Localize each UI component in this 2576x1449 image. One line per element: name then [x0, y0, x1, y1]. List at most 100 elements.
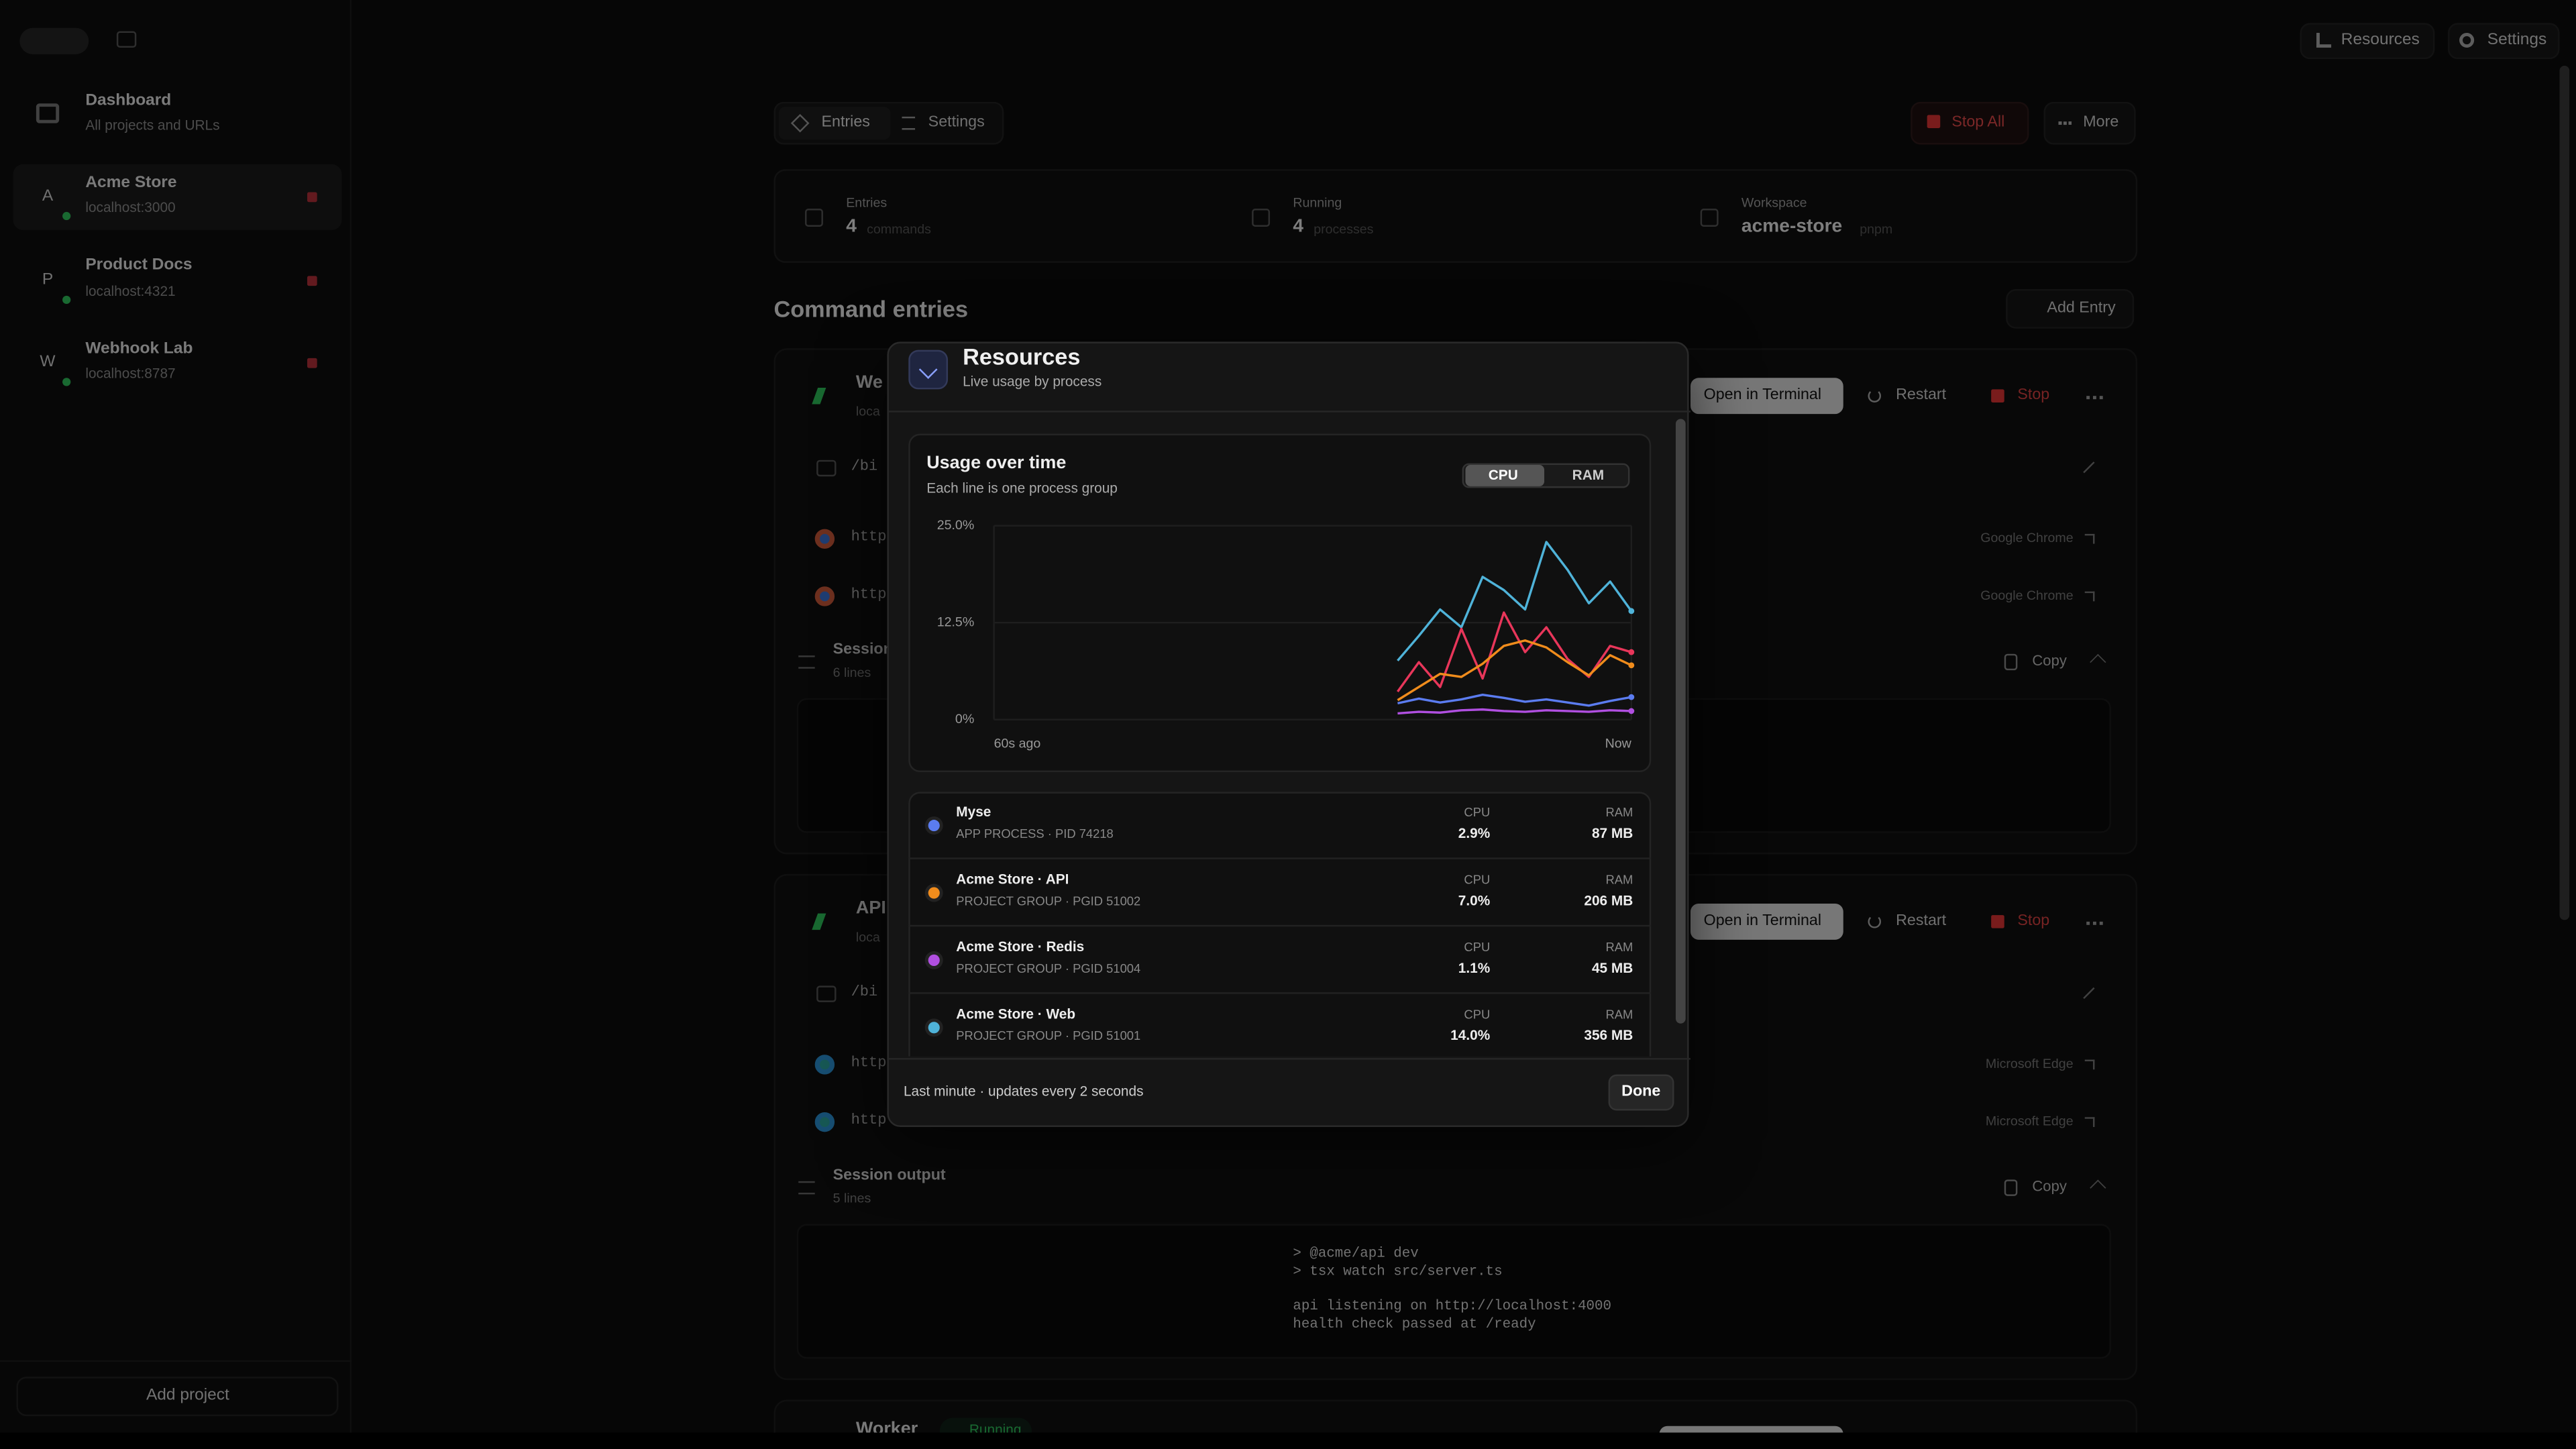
restart-icon	[1868, 389, 1882, 403]
cpu-label: CPU	[1464, 872, 1491, 888]
open-terminal-button[interactable]	[1690, 903, 1843, 940]
sidebar-toggle-icon[interactable]	[116, 31, 137, 48]
window-bottom-frame	[0, 1432, 2576, 1449]
resources-button[interactable]	[2300, 23, 2435, 60]
x-tick-label: 60s ago	[994, 737, 1041, 751]
y-tick-label: 0%	[955, 712, 974, 727]
browser-name: Google Chrome	[1980, 530, 2074, 545]
add-project-label: Add project	[146, 1385, 229, 1404]
command-text: /bi	[851, 984, 878, 1001]
done-button[interactable]	[1608, 1074, 1674, 1111]
process-detail: APP PROCESS · PID 74218	[956, 826, 1114, 841]
stop-button[interactable]	[307, 192, 317, 203]
output-line: > tsx watch src/server.ts	[1293, 1264, 1503, 1281]
stat-icon	[1700, 209, 1719, 227]
entries-tab[interactable]	[778, 107, 891, 140]
stat-value: 4	[1293, 216, 1304, 236]
browser-icon	[814, 586, 835, 606]
more-label: More	[2083, 113, 2119, 131]
more-dots	[2086, 396, 2103, 400]
stop-all-icon	[1927, 115, 1941, 129]
process-dot	[928, 887, 940, 899]
ram-value: 45 MB	[1591, 959, 1633, 977]
browser-icon	[814, 1055, 835, 1075]
stat-unit: pnpm	[1860, 221, 1893, 236]
session-icon	[798, 655, 815, 669]
modal-icon	[908, 350, 949, 390]
stat-unit: commands	[867, 221, 931, 236]
stat-label: Running	[1293, 195, 1342, 210]
resources-modal: Resources Live usage by process Usage over…	[887, 341, 1691, 1128]
cpu-value: 14.0%	[1450, 1027, 1491, 1044]
add-entry-button[interactable]	[2006, 289, 2135, 329]
add-project-button[interactable]	[16, 1377, 339, 1417]
resources-icon	[2316, 32, 2332, 48]
series-end-dot	[1628, 662, 1635, 669]
project-avatar: A	[42, 187, 54, 206]
session-title: Session	[833, 640, 893, 659]
settings-tab-label: Settings	[928, 113, 985, 131]
cpu-value: 1.1%	[1458, 959, 1491, 977]
stop-all-button[interactable]	[1911, 101, 2029, 145]
stats-card	[773, 169, 2138, 263]
section-title: Command entries	[773, 296, 969, 323]
stop-button[interactable]	[307, 275, 317, 285]
process-detail: PROJECT GROUP · PGID 51004	[956, 961, 1141, 976]
stat-icon	[1252, 209, 1271, 227]
status-dot	[62, 211, 71, 221]
footer-divider	[888, 1058, 1691, 1060]
open-link-icon[interactable]	[2084, 533, 2095, 544]
open-link-icon[interactable]	[2084, 591, 2095, 602]
restart-icon	[1868, 915, 1882, 928]
entry-subtitle: loca	[855, 929, 880, 945]
settings-tab-icon	[902, 116, 916, 130]
project-url: localhost:3000	[85, 199, 176, 216]
series-line	[1397, 541, 1633, 661]
series-line	[1397, 693, 1632, 707]
browser-icon	[814, 1112, 835, 1132]
sidebar	[0, 0, 352, 1449]
stat-label: Entries	[846, 195, 888, 210]
open-link-icon[interactable]	[2084, 1059, 2095, 1070]
row-divider	[908, 857, 1652, 859]
ram-value: 356 MB	[1584, 1027, 1633, 1044]
series-end-dot	[1628, 649, 1635, 655]
project-avatar: P	[42, 270, 54, 288]
restart-label: Restart	[1896, 911, 1947, 930]
modal-divider	[888, 411, 1691, 413]
project-avatar: W	[40, 353, 56, 372]
copy-icon	[2004, 1179, 2018, 1196]
y-tick-label: 12.5%	[937, 614, 975, 629]
copy-label: Copy	[2032, 1178, 2067, 1195]
open-link-icon[interactable]	[2084, 1117, 2095, 1128]
modal-title: Resources	[963, 343, 1081, 370]
command-icon	[816, 460, 837, 477]
stop-button[interactable]	[307, 358, 317, 368]
cpu-label: CPU	[1464, 1006, 1491, 1022]
copy-icon	[2004, 653, 2018, 671]
link-url: http	[851, 586, 887, 603]
browser-icon	[814, 529, 835, 549]
series-line	[1397, 708, 1631, 715]
cpu-value: 7.0%	[1458, 892, 1491, 910]
ram-toggle-label: RAM	[1572, 467, 1605, 484]
open-terminal-button[interactable]	[1690, 378, 1843, 415]
output-line: api listening on http://localhost:4000	[1293, 1298, 1612, 1315]
x-tick-label: Now	[1605, 737, 1632, 751]
modal-subtitle: Live usage by process	[963, 373, 1102, 390]
y-tick-label: 25.0%	[937, 518, 975, 533]
output-line: health check passed at /ready	[1293, 1316, 1536, 1333]
stat-icon	[805, 209, 823, 227]
restart-label: Restart	[1896, 385, 1947, 404]
series-end-dot	[1628, 608, 1635, 614]
stat-label: Workspace	[1741, 195, 1807, 210]
cpu-toggle-active[interactable]	[1465, 465, 1545, 486]
process-detail: PROJECT GROUP · PGID 51002	[956, 893, 1141, 908]
ram-label: RAM	[1605, 872, 1633, 888]
session-lines: 5 lines	[833, 1190, 871, 1205]
stat-value: acme-store	[1741, 216, 1843, 236]
stat-value: 4	[846, 216, 857, 236]
output-box	[796, 1224, 2111, 1359]
more-dots	[2086, 921, 2103, 925]
